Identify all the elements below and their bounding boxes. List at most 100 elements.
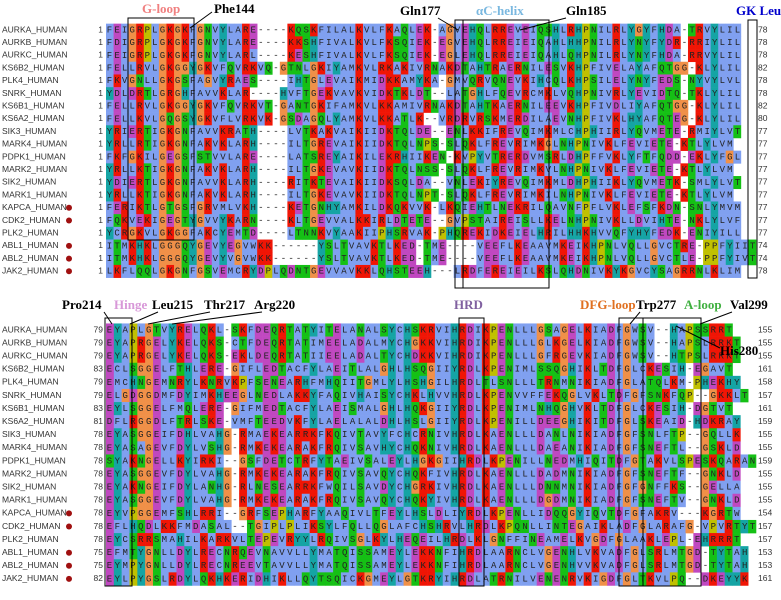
residue-bg — [364, 533, 373, 547]
residue-bg — [604, 23, 613, 37]
residue-bg — [121, 252, 129, 266]
residue-bg — [317, 188, 326, 202]
residue-bg — [612, 125, 621, 139]
sequence-name: KS6A2_HUMAN — [2, 416, 64, 426]
residue-bg — [385, 163, 394, 177]
residue-bg — [672, 201, 681, 215]
residue-bg — [332, 264, 341, 278]
residue-bg — [385, 150, 394, 164]
residue-bg — [143, 137, 152, 151]
residue-bg — [657, 125, 666, 139]
residue-bg — [355, 163, 364, 177]
sequence-name: ABL1_HUMAN — [2, 547, 59, 557]
residue-bg — [403, 467, 412, 481]
start-number: 75 — [94, 547, 104, 557]
residue-bg — [607, 362, 616, 377]
residue-bg — [246, 428, 256, 442]
residue-bg — [143, 264, 152, 278]
residue-bg — [672, 252, 681, 266]
residue-bg — [242, 125, 250, 139]
residue-bg — [544, 415, 553, 429]
residue-bg — [158, 36, 167, 50]
residue-bg — [270, 336, 279, 350]
residue-bg — [387, 467, 397, 481]
arrow — [189, 11, 213, 29]
residue-bg — [716, 493, 725, 508]
residue-bg — [239, 388, 248, 403]
residue-bg — [513, 559, 522, 573]
residue-bg — [536, 176, 545, 190]
residue-bg — [239, 467, 248, 481]
residue-bg — [489, 428, 498, 442]
residue-bg — [597, 74, 606, 88]
residue-bg — [189, 226, 197, 240]
residue-bg — [166, 252, 175, 266]
residue-bg — [189, 74, 197, 88]
residue-bg — [347, 252, 356, 266]
residue-bg — [650, 61, 659, 75]
residue-bg — [695, 125, 704, 139]
residue-bg — [106, 493, 115, 508]
residue-bg — [461, 201, 470, 215]
residue-bg — [732, 533, 741, 547]
residue-bg — [724, 533, 733, 547]
residue-bg — [483, 87, 492, 101]
residue-bg — [196, 239, 205, 253]
residue-bg — [491, 150, 500, 164]
residue-bg — [672, 125, 681, 139]
residue-bg — [211, 214, 220, 228]
residue-bg — [536, 402, 545, 416]
residue-bg — [189, 264, 197, 278]
residue-bg — [589, 201, 598, 215]
residue-bg — [591, 349, 600, 364]
residue-bg — [575, 559, 585, 573]
residue-bg — [400, 264, 409, 278]
residue-bg — [622, 519, 631, 534]
residue-bg — [568, 519, 577, 534]
residue-bg — [481, 493, 491, 508]
residue-bg — [181, 201, 190, 215]
residue-bg — [333, 415, 342, 429]
residue-bg — [174, 239, 182, 253]
residue-bg — [378, 252, 386, 266]
residue-bg — [411, 388, 420, 403]
residue-bg — [239, 533, 248, 547]
residue-bg — [372, 388, 381, 403]
residue-bg — [703, 264, 711, 278]
residue-bg — [226, 150, 235, 164]
residue-bg — [333, 362, 342, 377]
residue-bg — [450, 467, 459, 481]
residue-bg — [301, 454, 310, 468]
residue-bg — [168, 493, 177, 508]
residue-bg — [438, 23, 447, 37]
residue-bg — [599, 323, 608, 337]
residue-bg — [372, 480, 381, 495]
residue-bg — [317, 428, 326, 442]
residue-bg — [372, 349, 381, 364]
residue-bg — [521, 61, 530, 75]
residue-bg — [709, 493, 718, 508]
residue-bg — [458, 441, 467, 455]
residue-bg — [145, 454, 154, 468]
residue-bg — [446, 226, 454, 240]
annotation-label: Pro214 — [62, 297, 102, 312]
residue-bg — [189, 87, 197, 101]
start-number: 1 — [98, 75, 103, 85]
residue-bg — [166, 264, 175, 278]
residue-bg — [695, 61, 704, 75]
sequence: SYAKNGELLKYIRKI--GSFDETCTRFYTAEIVSALEYLH… — [107, 456, 755, 466]
residue-bg — [211, 226, 220, 240]
residue-bg — [544, 362, 553, 377]
residue-bg — [677, 467, 686, 481]
residue-bg — [207, 480, 216, 495]
residue-bg — [325, 572, 334, 586]
residue-bg — [536, 125, 545, 139]
residue-bg — [340, 388, 350, 403]
residue-bg — [582, 264, 591, 278]
residue-bg — [129, 402, 138, 416]
residue-bg — [646, 323, 655, 337]
residue-bg — [364, 454, 373, 468]
residue-bg — [458, 388, 467, 403]
end-number: 155 — [758, 337, 772, 347]
residue-bg — [364, 349, 373, 364]
